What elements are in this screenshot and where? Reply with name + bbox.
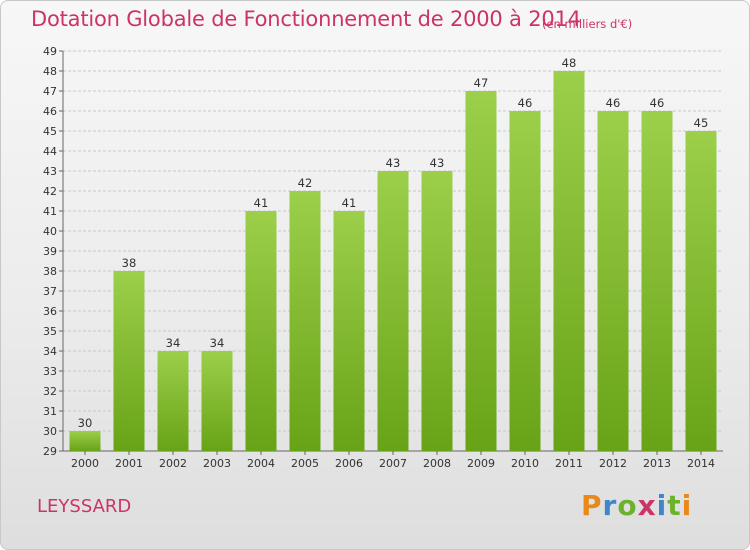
logo-letter: x <box>637 489 657 522</box>
chart-title: Dotation Globale de Fonctionnement de 20… <box>31 7 581 31</box>
y-tick-label: 43 <box>43 165 57 178</box>
x-tick-label: 2002 <box>159 457 187 470</box>
data-label: 46 <box>518 96 533 110</box>
bar <box>245 211 277 451</box>
logo-letter: P <box>581 489 603 522</box>
y-tick-label: 30 <box>43 425 57 438</box>
data-label: 34 <box>210 336 225 350</box>
y-tick-label: 38 <box>43 265 57 278</box>
y-tick-label: 36 <box>43 305 57 318</box>
bar <box>465 91 497 451</box>
data-label: 38 <box>122 256 137 270</box>
y-tick-label: 34 <box>43 345 57 358</box>
y-tick-label: 48 <box>43 65 57 78</box>
x-tick-label: 2005 <box>291 457 319 470</box>
bar <box>377 171 409 451</box>
bar <box>113 271 145 451</box>
commune-name: LEYSSARD <box>37 496 132 517</box>
data-label: 34 <box>166 336 181 350</box>
bar <box>553 71 585 451</box>
data-labels: 30 38 34 34 41 42 41 43 43 47 46 48 46 46 45 <box>78 56 709 430</box>
y-tick-label: 32 <box>43 385 57 398</box>
y-tick-labels: 29 30 31 32 33 34 35 36 37 38 39 40 41 42 43 44 45 46 47 48… <box>43 45 57 458</box>
x-tick-label: 2011 <box>555 457 583 470</box>
x-tick-label: 2008 <box>423 457 451 470</box>
x-tick-label: 2010 <box>511 457 539 470</box>
y-tick-label: 46 <box>43 105 57 118</box>
bar <box>289 191 321 451</box>
x-tick-labels: 2000 2001 2002 2003 2004 2005 2006 2007 2008 2009… <box>71 457 715 470</box>
data-label: 41 <box>342 196 357 210</box>
x-tick-label: 2006 <box>335 457 363 470</box>
bar <box>69 431 101 451</box>
proxiti-logo[interactable]: Proxiti <box>581 489 692 522</box>
chart-subtitle: (en milliers d'€) <box>542 17 633 31</box>
y-tick-label: 33 <box>43 365 57 378</box>
logo-letter: t <box>667 489 682 522</box>
x-tick-label: 2009 <box>467 457 495 470</box>
data-label: 48 <box>562 56 577 70</box>
x-tick-label: 2014 <box>687 457 715 470</box>
y-tick-label: 42 <box>43 185 57 198</box>
bar <box>421 171 453 451</box>
bar <box>597 111 629 451</box>
data-label: 43 <box>430 156 445 170</box>
y-tick-label: 41 <box>43 205 57 218</box>
data-label: 46 <box>606 96 621 110</box>
data-label: 43 <box>386 156 401 170</box>
y-tick-label: 31 <box>43 405 57 418</box>
logo-letter: i <box>681 489 693 522</box>
y-tick-label: 40 <box>43 225 57 238</box>
data-label: 30 <box>78 416 93 430</box>
y-tick-label: 45 <box>43 125 57 138</box>
x-tick-label: 2001 <box>115 457 143 470</box>
bar <box>641 111 673 451</box>
data-label: 46 <box>650 96 665 110</box>
logo-letter: o <box>617 489 638 522</box>
x-tick-label: 2007 <box>379 457 407 470</box>
bar <box>157 351 189 451</box>
logo-letter: r <box>602 489 618 522</box>
logo-letter: i <box>656 489 668 522</box>
x-tick-label: 2012 <box>599 457 627 470</box>
bar <box>509 111 541 451</box>
y-tick-label: 29 <box>43 445 57 458</box>
data-label: 42 <box>298 176 313 190</box>
y-tick-label: 37 <box>43 285 57 298</box>
y-tick-label: 35 <box>43 325 57 338</box>
data-label: 45 <box>694 116 709 130</box>
y-tick-label: 49 <box>43 45 57 58</box>
bar <box>201 351 233 451</box>
y-tick-label: 39 <box>43 245 57 258</box>
x-tick-label: 2003 <box>203 457 231 470</box>
x-tick-label: 2000 <box>71 457 99 470</box>
data-label: 41 <box>254 196 269 210</box>
bars <box>69 71 717 451</box>
y-tick-label: 44 <box>43 145 57 158</box>
y-tick-label: 47 <box>43 85 57 98</box>
bar <box>685 131 717 451</box>
x-tick-label: 2004 <box>247 457 275 470</box>
x-tick-label: 2013 <box>643 457 671 470</box>
bar <box>333 211 365 451</box>
data-label: 47 <box>474 76 489 90</box>
